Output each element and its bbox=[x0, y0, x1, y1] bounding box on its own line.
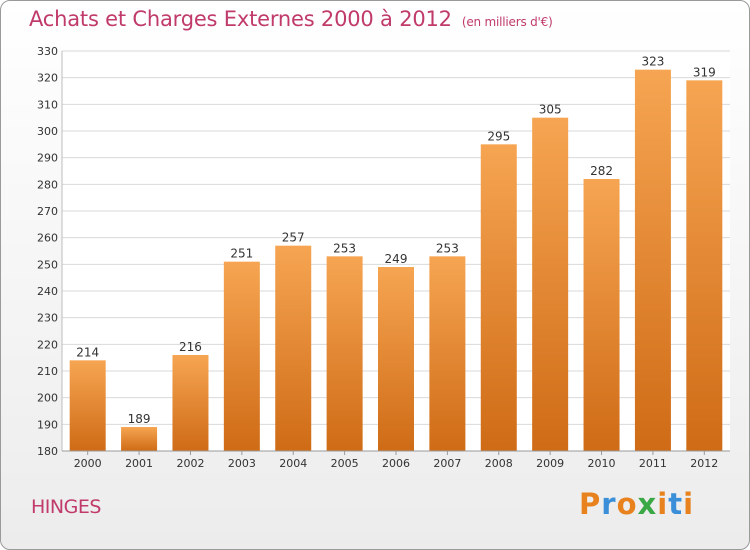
y-tick-label: 240 bbox=[37, 285, 58, 298]
bar bbox=[69, 360, 106, 451]
bar bbox=[121, 427, 158, 451]
bar bbox=[275, 245, 312, 451]
data-label: 214 bbox=[76, 345, 99, 359]
y-tick-label: 180 bbox=[37, 445, 58, 458]
y-tick-label: 280 bbox=[37, 178, 58, 191]
bar bbox=[634, 69, 671, 452]
logo-letter: i bbox=[683, 487, 695, 521]
x-tick-label: 2005 bbox=[331, 457, 359, 470]
x-tick-label: 2004 bbox=[279, 457, 307, 470]
logo-letter: x bbox=[637, 487, 658, 521]
chart-title-text: Achats et Charges Externes 2000 à 2012 bbox=[29, 7, 452, 31]
bar bbox=[172, 355, 209, 451]
logo-letter: r bbox=[601, 487, 617, 521]
logo-letter: t bbox=[668, 487, 684, 521]
proxiti-logo: Proxiti bbox=[579, 487, 694, 521]
x-tick-label: 2011 bbox=[639, 457, 667, 470]
bar bbox=[480, 144, 517, 452]
data-label: 189 bbox=[128, 412, 151, 426]
x-tick-label: 2007 bbox=[433, 457, 461, 470]
bar bbox=[532, 117, 569, 452]
bar bbox=[686, 80, 723, 451]
bar bbox=[223, 261, 260, 451]
y-tick-label: 260 bbox=[37, 232, 58, 245]
data-label: 295 bbox=[487, 129, 510, 143]
bar bbox=[583, 179, 620, 451]
y-tick-label: 250 bbox=[37, 258, 58, 271]
logo-letter: P bbox=[579, 487, 602, 521]
data-labels: 214 189 216 251 257 253 249 253 295 305 282 323 319 bbox=[76, 55, 716, 426]
y-tick-label: 310 bbox=[37, 98, 58, 111]
y-axis: 180 190 200 210 220 230 240 250 260 270 280 290 300 3… bbox=[37, 45, 63, 458]
y-tick-label: 200 bbox=[37, 392, 58, 405]
x-tick-label: 2012 bbox=[690, 457, 718, 470]
y-tick-label: 270 bbox=[37, 205, 58, 218]
x-tick-label: 2009 bbox=[536, 457, 564, 470]
bars bbox=[69, 69, 723, 452]
y-tick-label: 320 bbox=[37, 72, 58, 85]
commune-name: HINGES bbox=[31, 496, 101, 518]
data-label: 319 bbox=[693, 65, 716, 79]
data-label: 323 bbox=[641, 55, 664, 69]
bar bbox=[326, 256, 363, 451]
logo-letter: i bbox=[657, 487, 669, 521]
x-tick-label: 2000 bbox=[74, 457, 102, 470]
data-label: 257 bbox=[282, 231, 305, 245]
y-tick-label: 210 bbox=[37, 365, 58, 378]
chart-subtitle: (en milliers d'€) bbox=[461, 15, 553, 29]
chart-title: Achats et Charges Externes 2000 à 2012 (e… bbox=[29, 7, 553, 31]
bar bbox=[429, 256, 466, 451]
data-label: 216 bbox=[179, 340, 202, 354]
data-label: 253 bbox=[333, 241, 356, 255]
x-tick-label: 2010 bbox=[588, 457, 616, 470]
y-tick-label: 290 bbox=[37, 152, 58, 165]
x-tick-label: 2002 bbox=[176, 457, 204, 470]
data-label: 251 bbox=[230, 247, 253, 261]
x-tick-label: 2006 bbox=[382, 457, 410, 470]
x-tick-label: 2003 bbox=[228, 457, 256, 470]
x-axis: 2000 2001 2002 2003 2004 2005 2006 2007 2008 2009… bbox=[62, 450, 730, 470]
y-tick-label: 220 bbox=[37, 338, 58, 351]
data-label: 282 bbox=[590, 164, 613, 178]
x-tick-label: 2001 bbox=[125, 457, 153, 470]
y-tick-label: 330 bbox=[37, 45, 58, 58]
data-label: 249 bbox=[385, 252, 408, 266]
data-label: 305 bbox=[539, 103, 562, 117]
bar bbox=[378, 267, 414, 451]
logo-letter: o bbox=[616, 487, 638, 521]
x-tick-label: 2008 bbox=[485, 457, 513, 470]
data-label: 253 bbox=[436, 241, 459, 255]
y-tick-label: 300 bbox=[37, 125, 58, 138]
y-tick-label: 190 bbox=[37, 418, 58, 431]
y-tick-label: 230 bbox=[37, 312, 58, 325]
